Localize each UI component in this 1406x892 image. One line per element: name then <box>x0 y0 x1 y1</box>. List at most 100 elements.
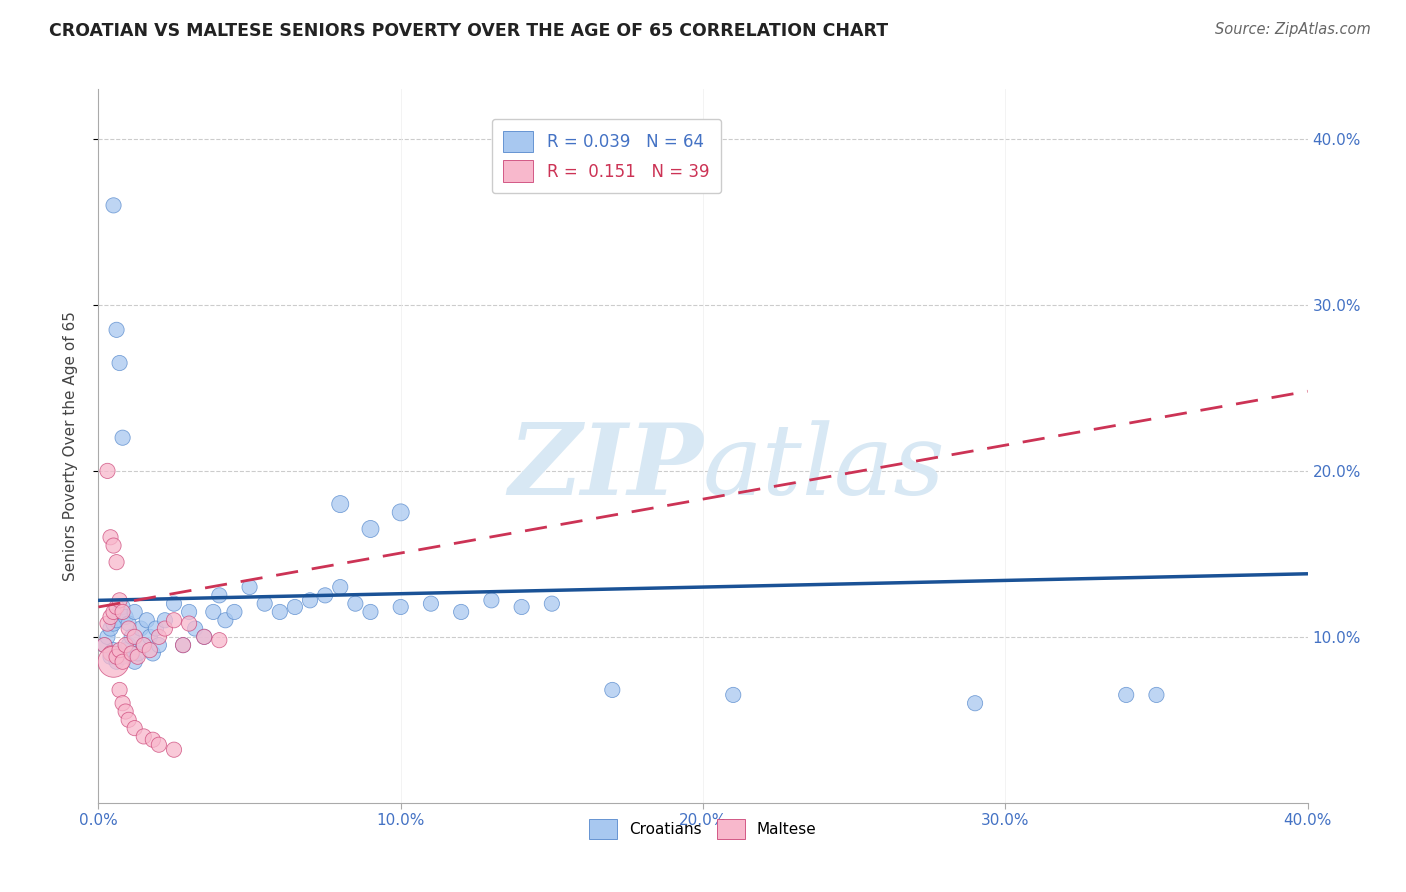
Text: atlas: atlas <box>703 420 946 515</box>
Point <box>139 630 162 644</box>
Point <box>105 655 128 669</box>
Point <box>111 655 134 669</box>
Legend: Croatians, Maltese: Croatians, Maltese <box>583 814 823 845</box>
Point <box>184 622 207 636</box>
Point <box>129 622 152 636</box>
Point <box>389 505 412 519</box>
Point <box>127 647 149 661</box>
Point <box>100 649 122 664</box>
Point <box>100 622 122 636</box>
Point <box>132 638 155 652</box>
Point <box>105 599 128 614</box>
Point <box>103 643 125 657</box>
Point <box>193 630 215 644</box>
Point <box>299 593 322 607</box>
Point <box>132 730 155 744</box>
Point <box>121 647 143 661</box>
Point <box>602 682 624 697</box>
Point <box>124 655 146 669</box>
Point <box>93 638 115 652</box>
Point <box>108 682 131 697</box>
Point <box>389 599 412 614</box>
Y-axis label: Seniors Poverty Over the Age of 65: Seniors Poverty Over the Age of 65 <box>63 311 77 581</box>
Point <box>1115 688 1137 702</box>
Point <box>100 610 122 624</box>
Point <box>344 597 367 611</box>
Point <box>208 633 231 648</box>
Point <box>127 649 149 664</box>
Point <box>329 580 352 594</box>
Point <box>118 638 141 652</box>
Point <box>103 539 125 553</box>
Point <box>214 613 236 627</box>
Point <box>111 696 134 710</box>
Point <box>239 580 262 594</box>
Point <box>96 630 118 644</box>
Point <box>111 599 134 614</box>
Point <box>148 738 170 752</box>
Point <box>163 597 186 611</box>
Point <box>111 649 134 664</box>
Point <box>96 464 118 478</box>
Point <box>172 638 194 652</box>
Point <box>105 649 128 664</box>
Point <box>153 622 176 636</box>
Point <box>114 643 136 657</box>
Point <box>105 323 128 337</box>
Point <box>114 638 136 652</box>
Point <box>114 610 136 624</box>
Point <box>148 638 170 652</box>
Point <box>124 605 146 619</box>
Point <box>284 599 307 614</box>
Point <box>420 597 443 611</box>
Point <box>111 431 134 445</box>
Point <box>142 647 165 661</box>
Point <box>193 630 215 644</box>
Point <box>135 613 157 627</box>
Point <box>1144 688 1167 702</box>
Point <box>329 497 352 511</box>
Point <box>108 605 131 619</box>
Point <box>224 605 246 619</box>
Point <box>163 613 186 627</box>
Point <box>124 630 146 644</box>
Point <box>450 605 472 619</box>
Point <box>179 605 201 619</box>
Point <box>118 616 141 631</box>
Point <box>93 638 115 652</box>
Point <box>100 647 122 661</box>
Point <box>153 613 176 627</box>
Point <box>103 655 125 669</box>
Point <box>269 605 291 619</box>
Point <box>111 605 134 619</box>
Point <box>108 647 131 661</box>
Point <box>314 588 336 602</box>
Point <box>118 713 141 727</box>
Point <box>179 616 201 631</box>
Point <box>121 630 143 644</box>
Point <box>118 622 141 636</box>
Point <box>481 593 503 607</box>
Point <box>253 597 276 611</box>
Point <box>510 599 533 614</box>
Text: Source: ZipAtlas.com: Source: ZipAtlas.com <box>1215 22 1371 37</box>
Point <box>108 643 131 657</box>
Point <box>202 605 225 619</box>
Point <box>103 616 125 631</box>
Point <box>105 555 128 569</box>
Point <box>124 721 146 735</box>
Point <box>540 597 562 611</box>
Point <box>139 643 162 657</box>
Point <box>208 588 231 602</box>
Point <box>105 613 128 627</box>
Point <box>142 732 165 747</box>
Point <box>108 593 131 607</box>
Point <box>360 522 382 536</box>
Point <box>103 198 125 212</box>
Point <box>108 356 131 370</box>
Text: ZIP: ZIP <box>508 419 703 516</box>
Point <box>965 696 987 710</box>
Point <box>132 638 155 652</box>
Text: CROATIAN VS MALTESE SENIORS POVERTY OVER THE AGE OF 65 CORRELATION CHART: CROATIAN VS MALTESE SENIORS POVERTY OVER… <box>49 22 889 40</box>
Point <box>148 630 170 644</box>
